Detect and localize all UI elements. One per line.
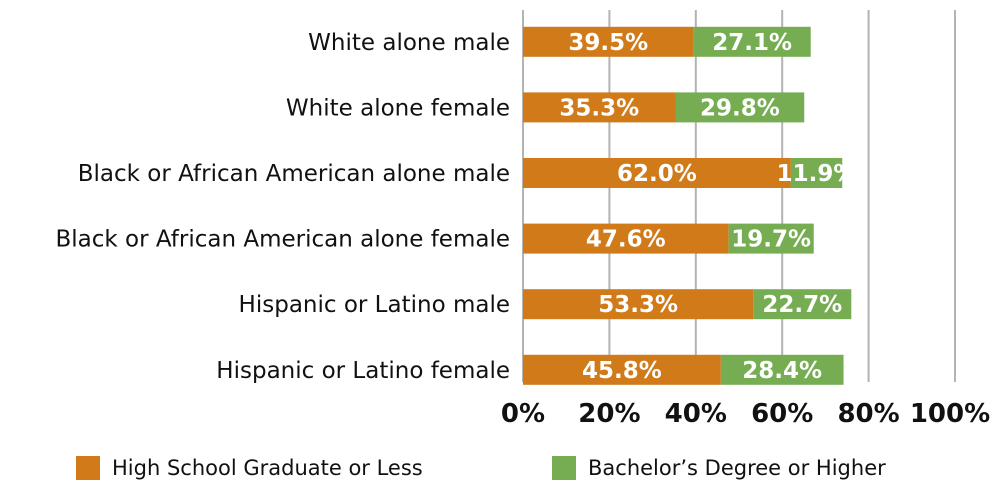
data-label-bachelors-5: 28.4% [742,358,822,384]
bar-bachelors-2 [790,158,843,188]
category-label-1: White alone female [286,95,510,121]
bars [523,26,852,385]
x-tick-label-2: 40% [665,399,727,429]
bar-bachelors-3 [728,223,814,254]
data-label-bachelors-1: 29.8% [700,95,780,121]
x-tick-label-4: 80% [837,399,899,429]
data-label-high-school-2: 62.0% [617,161,697,187]
legend-swatch-high-school [76,456,100,480]
bar-bachelors-1 [675,92,805,123]
legend-swatch-bachelors [552,456,576,480]
data-label-high-school-5: 45.8% [582,358,662,384]
category-label-3: Black or African American alone female [55,227,510,253]
x-tick-label-3: 60% [751,399,813,429]
legend-item-bachelors: Bachelor’s Degree or Higher [552,456,886,480]
category-label-5: Hispanic or Latino female [216,358,510,384]
data-label-bachelors-4: 22.7% [762,292,842,318]
x-tick-label-0: 0% [501,399,545,429]
x-axis-tick-labels: 0% 20% 40% 60% 80% 100% [501,399,990,429]
bar-high-school-4 [523,289,754,320]
bar-bachelors-4 [753,289,852,320]
category-labels: White alone male White alone female Black … [55,30,510,384]
data-labels: 39.5% 27.1% 35.3% 29.8% 62.0% 11.9% 47.6% 19.7%… [559,30,856,384]
data-label-high-school-0: 39.5% [568,30,648,56]
data-label-bachelors-0: 27.1% [712,30,792,56]
bar-bachelors-5 [720,354,844,385]
category-label-4: Hispanic or Latino male [239,292,510,318]
x-tick-label-1: 20% [578,399,640,429]
bar-bachelors-0 [693,26,811,57]
bar-high-school-5 [523,354,721,385]
bar-high-school-2 [523,158,791,188]
stacked-bar-chart: 39.5% 27.1% 35.3% 29.8% 62.0% 11.9% 47.6% 19.7%… [55,10,990,429]
x-tick-label-5: 100% [910,399,990,429]
legend-label-bachelors: Bachelor’s Degree or Higher [588,456,886,480]
data-label-high-school-3: 47.6% [586,227,666,253]
category-label-0: White alone male [308,30,510,56]
bar-high-school-0 [523,26,694,57]
data-label-high-school-4: 53.3% [598,292,678,318]
gridlines [522,10,956,382]
bar-high-school-3 [523,223,729,254]
data-label-high-school-1: 35.3% [559,95,639,121]
legend-label-high-school: High School Graduate or Less [112,456,423,480]
legend: High School Graduate or Less Bachelor’s … [0,456,996,489]
legend-item-high-school: High School Graduate or Less [76,456,423,480]
data-label-bachelors-2: 11.9% [777,161,857,187]
category-label-2: Black or African American alone male [78,161,510,187]
data-label-bachelors-3: 19.7% [731,227,811,253]
bar-high-school-1 [523,92,676,123]
